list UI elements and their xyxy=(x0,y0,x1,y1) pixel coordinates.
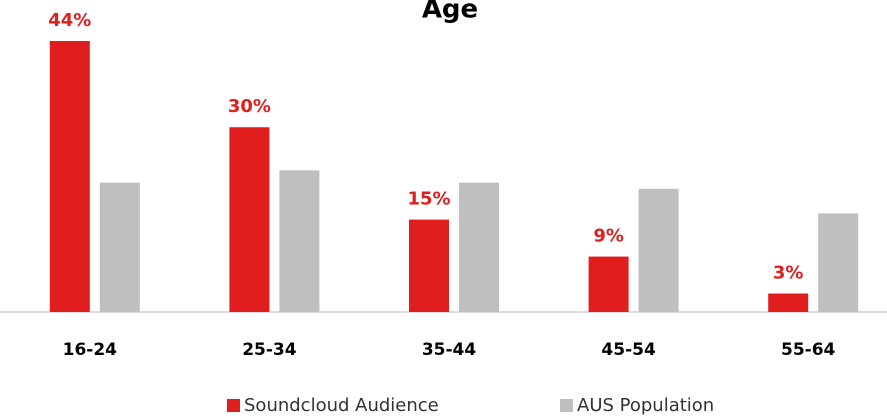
bar xyxy=(229,127,270,313)
data-label: 9% xyxy=(593,226,624,247)
bar xyxy=(49,41,90,312)
bar xyxy=(588,256,629,312)
data-label: 15% xyxy=(407,189,450,210)
x-tick-label: 35-44 xyxy=(422,340,477,360)
bar xyxy=(409,219,449,312)
data-label: 3% xyxy=(773,263,804,284)
x-tick-label: 45-54 xyxy=(601,340,656,360)
chart-title: Age xyxy=(422,0,478,25)
x-tick-label: 55-64 xyxy=(781,340,836,360)
legend-swatch xyxy=(560,399,573,412)
legend-label: Soundcloud Audience xyxy=(244,395,439,416)
bar xyxy=(279,170,320,312)
bar xyxy=(638,188,679,312)
legend-swatch xyxy=(227,399,240,412)
legend-label: AUS Population xyxy=(577,395,714,416)
bar xyxy=(459,182,499,312)
x-tick-label: 25-34 xyxy=(242,340,297,360)
bar xyxy=(768,293,809,312)
x-tick-label: 16-24 xyxy=(63,340,118,360)
data-label: 44% xyxy=(48,10,91,31)
data-label: 30% xyxy=(228,96,271,117)
bar xyxy=(99,182,140,312)
bar xyxy=(818,213,859,312)
